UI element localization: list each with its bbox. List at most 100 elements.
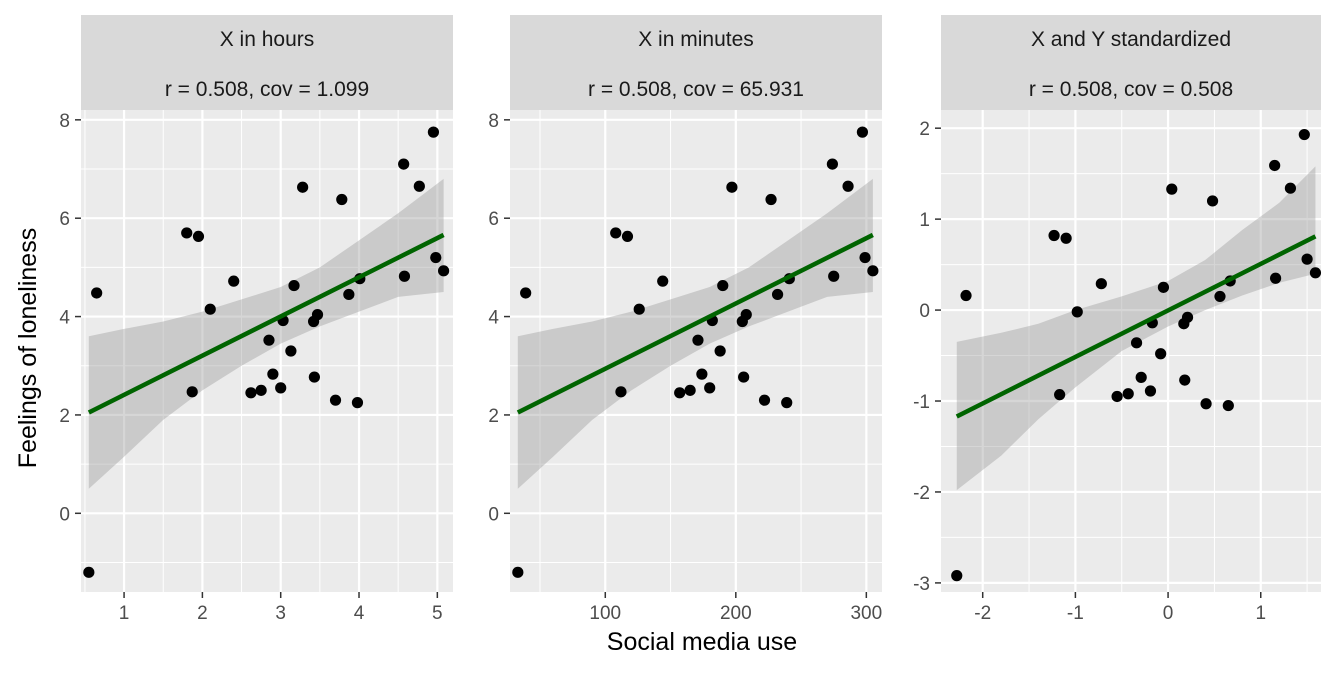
data-point	[1309, 267, 1322, 279]
facet-title: X in hours	[220, 28, 315, 51]
x-tick-label: 2	[197, 603, 208, 624]
data-point	[1111, 390, 1123, 403]
data-point	[856, 126, 869, 138]
data-point	[1157, 281, 1170, 293]
plot-panel	[941, 110, 1321, 592]
data-point	[692, 334, 704, 346]
data-point	[633, 303, 645, 315]
data-point	[771, 288, 784, 301]
data-point	[1181, 311, 1194, 323]
data-point	[1179, 374, 1191, 386]
data-point	[610, 227, 622, 239]
data-point	[740, 309, 752, 321]
facet-subtitle: r = 0.508, cov = 1.099	[165, 78, 369, 101]
data-point	[704, 382, 716, 394]
facet-title: X in minutes	[638, 28, 754, 51]
x-tick-label: 1	[119, 603, 130, 624]
facet-strip	[81, 15, 453, 110]
y-tick-label: 0	[59, 504, 70, 525]
data-point	[1048, 229, 1060, 242]
data-point	[867, 265, 879, 277]
data-point	[859, 251, 871, 264]
facet-subtitle: r = 0.508, cov = 65.931	[588, 78, 804, 101]
y-tick-label: 0	[488, 504, 499, 525]
data-point	[684, 384, 696, 396]
data-point	[717, 279, 729, 292]
y-tick-label: 6	[59, 209, 70, 230]
confidence-band	[517, 178, 873, 489]
plot-panel	[510, 110, 882, 592]
y-tick-label: 8	[59, 111, 70, 132]
data-point	[1144, 385, 1157, 397]
y-tick-label: 4	[59, 308, 70, 329]
data-point	[714, 345, 726, 357]
data-point	[204, 303, 216, 315]
y-tick-label: 6	[488, 209, 499, 230]
data-point	[758, 394, 771, 406]
facet-strip	[510, 15, 882, 110]
y-tick-label: 8	[488, 111, 499, 132]
x-tick-label: 5	[432, 603, 443, 624]
data-point	[267, 368, 279, 380]
data-point	[1122, 388, 1134, 400]
data-point	[275, 382, 287, 394]
data-point	[615, 386, 627, 398]
y-tick-label: 2	[488, 406, 499, 427]
data-point	[960, 289, 972, 302]
x-tick-label: 200	[720, 603, 752, 624]
x-tick-label: 3	[275, 603, 286, 624]
data-point	[83, 566, 95, 578]
regression-line	[955, 234, 1317, 419]
data-point	[696, 368, 708, 380]
x-tick-label: -1	[1067, 603, 1084, 624]
data-point	[1071, 306, 1083, 318]
x-tick-label: -2	[974, 603, 991, 624]
data-point	[512, 566, 524, 578]
panel-1: X in hours r = 0.508, cov = 1.099 1 2 3 4 5 0 2 4…	[59, 15, 453, 624]
y-tick-label: 0	[919, 301, 930, 322]
y-tick-label: 4	[488, 308, 499, 329]
plot-panel	[81, 110, 453, 592]
y-tick-label: -1	[913, 392, 930, 413]
confidence-band	[88, 178, 444, 489]
y-tick-label: 2	[59, 406, 70, 427]
data-point	[1269, 272, 1282, 284]
data-point	[288, 279, 300, 292]
y-tick-label: -3	[913, 574, 930, 595]
data-point	[186, 386, 198, 398]
data-point	[285, 345, 297, 357]
data-point	[842, 180, 854, 192]
y-axis-label: Feelings of loneliness	[14, 228, 42, 468]
data-point	[181, 227, 193, 239]
data-point	[1298, 128, 1310, 141]
data-point	[192, 230, 205, 243]
x-tick-label: 0	[1163, 603, 1174, 624]
facet-subtitle: r = 0.508, cov = 0.508	[1029, 78, 1233, 101]
data-point	[329, 394, 342, 406]
data-point	[738, 371, 750, 383]
x-tick-label: 300	[850, 603, 882, 624]
data-point	[726, 181, 738, 193]
data-point	[781, 397, 793, 409]
y-tick-label: -2	[913, 483, 930, 504]
data-point	[1166, 183, 1178, 195]
data-point	[427, 126, 440, 138]
data-point	[398, 270, 411, 282]
data-point	[1200, 398, 1212, 410]
data-point	[263, 334, 275, 346]
x-tick-label: 100	[589, 603, 621, 624]
data-point	[308, 371, 320, 383]
data-point	[438, 265, 450, 277]
data-point	[398, 158, 410, 170]
y-tick-label: 2	[919, 119, 930, 140]
data-point	[1060, 232, 1072, 244]
data-point	[1206, 195, 1219, 207]
data-point	[1301, 253, 1313, 265]
data-point	[228, 275, 240, 287]
data-point	[413, 180, 425, 192]
data-point	[245, 387, 257, 399]
data-point	[657, 275, 669, 287]
x-tick-label: 4	[354, 603, 365, 624]
